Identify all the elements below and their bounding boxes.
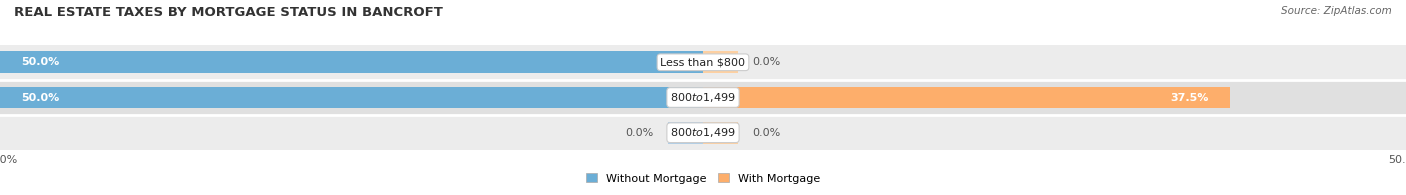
Text: 0.0%: 0.0% xyxy=(626,128,654,138)
Bar xyxy=(703,87,1230,108)
Text: 50.0%: 50.0% xyxy=(21,92,59,103)
Bar xyxy=(0,45,1406,80)
Text: 0.0%: 0.0% xyxy=(752,128,780,138)
Text: 37.5%: 37.5% xyxy=(1171,92,1209,103)
Text: Less than $800: Less than $800 xyxy=(661,57,745,67)
Bar xyxy=(0,51,703,73)
Text: REAL ESTATE TAXES BY MORTGAGE STATUS IN BANCROFT: REAL ESTATE TAXES BY MORTGAGE STATUS IN … xyxy=(14,6,443,19)
Text: 50.0%: 50.0% xyxy=(21,57,59,67)
Bar xyxy=(0,80,1406,115)
Bar xyxy=(703,51,738,73)
Text: $800 to $1,499: $800 to $1,499 xyxy=(671,91,735,104)
Text: 0.0%: 0.0% xyxy=(752,57,780,67)
Bar xyxy=(703,122,738,144)
Text: $800 to $1,499: $800 to $1,499 xyxy=(671,126,735,139)
Legend: Without Mortgage, With Mortgage: Without Mortgage, With Mortgage xyxy=(582,169,824,188)
Bar xyxy=(0,87,703,108)
Bar xyxy=(668,122,703,144)
Text: Source: ZipAtlas.com: Source: ZipAtlas.com xyxy=(1281,6,1392,16)
Bar xyxy=(0,115,1406,150)
